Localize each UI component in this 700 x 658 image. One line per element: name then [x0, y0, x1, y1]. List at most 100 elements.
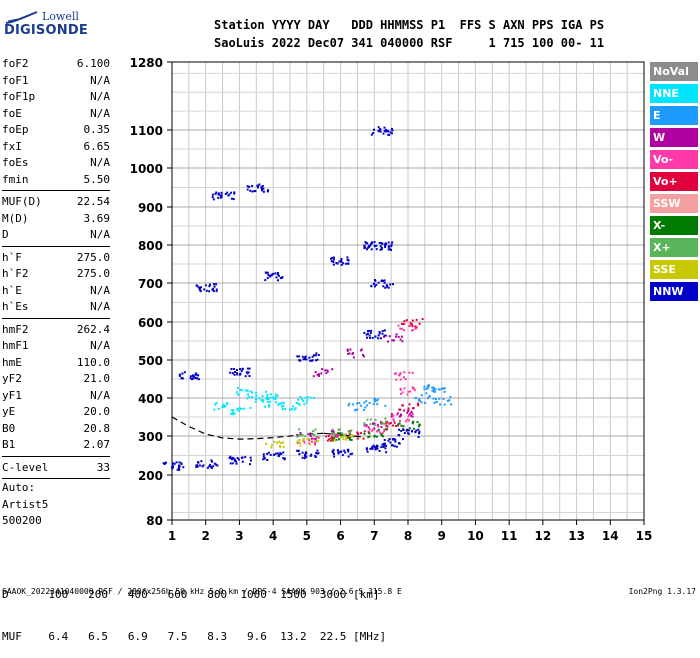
echo-point-w	[352, 356, 355, 359]
echo-point-e	[431, 389, 434, 392]
echo-point-nnw	[276, 272, 279, 274]
echo-point-nnw	[314, 456, 317, 458]
echo-point-sse	[302, 438, 305, 441]
echo-point-nnw	[224, 193, 227, 195]
echo-point-x	[339, 433, 342, 436]
echo-point-x	[331, 428, 334, 431]
echo-point-vo	[403, 371, 406, 374]
echo-point-vo	[385, 424, 388, 427]
echo-point-x	[374, 418, 377, 421]
echo-point-nnw	[304, 358, 306, 361]
logo-text-top: Lowell	[42, 10, 79, 23]
param-value: N/A	[90, 283, 110, 297]
echo-point-x	[363, 422, 366, 425]
x-tick-label: 2	[202, 529, 210, 543]
echo-point-x	[303, 435, 306, 438]
param-value: N/A	[90, 106, 110, 120]
y-tick-label: 1100	[130, 124, 163, 138]
echo-point-nnw	[390, 132, 393, 135]
echo-point-nnw	[385, 444, 388, 447]
echo-point-nnw	[311, 355, 314, 358]
echo-point-nnw	[386, 285, 389, 288]
echo-point-nnw	[180, 463, 183, 466]
echo-point-nnw	[377, 126, 380, 129]
echo-point-vo	[403, 323, 406, 325]
legend-item-noval: NoVal	[650, 62, 698, 81]
echo-point-nne	[233, 412, 236, 415]
echo-point-nnw	[244, 375, 247, 378]
x-tick-label: 12	[535, 529, 552, 543]
echo-point-nnw	[240, 370, 243, 373]
param-name: B0	[2, 421, 16, 435]
echo-point-nnw	[231, 462, 234, 465]
echo-point-nnw	[333, 455, 336, 458]
echo-point-vo	[403, 320, 406, 323]
echo-point-x	[348, 438, 351, 441]
echo-point-nnw	[189, 375, 192, 378]
echo-point-w	[326, 369, 329, 372]
echo-point-e	[438, 397, 441, 400]
echo-point-nnw	[239, 373, 241, 376]
echo-point-vo	[312, 437, 315, 440]
echo-point-nnw	[280, 277, 283, 279]
echo-point-nnw	[373, 285, 376, 288]
echo-point-x	[381, 421, 384, 424]
param-row-foE: foE N/A	[2, 106, 110, 123]
echo-point-nnw	[371, 336, 374, 339]
echo-point-nnw	[390, 245, 393, 248]
echo-point-nnw	[388, 438, 391, 440]
echo-point-w	[406, 411, 409, 414]
echo-point-x	[313, 434, 316, 437]
echo-point-nnw	[269, 453, 272, 456]
echo-point-e	[432, 388, 435, 391]
echo-point-nnw	[249, 189, 252, 192]
echo-point-w	[387, 340, 389, 343]
echo-point-sse	[273, 440, 276, 443]
echo-point-nnw	[402, 429, 405, 431]
echo-point-nnw	[366, 450, 369, 453]
echo-point-nnw	[384, 447, 387, 450]
echo-point-nnw	[363, 244, 366, 247]
echo-point-nnw	[171, 462, 174, 465]
echo-point-nnw	[282, 451, 285, 454]
param-row-yF2: yF2 21.0	[2, 371, 110, 388]
param-value: N/A	[90, 156, 110, 169]
echo-point-nnw	[378, 450, 381, 452]
param-row-hF2: h`F2 275.0	[2, 266, 110, 283]
echo-point-vo	[409, 322, 412, 325]
echo-point-nnw	[370, 241, 373, 244]
echo-point-nnw	[194, 377, 197, 379]
echo-point-nne	[262, 399, 264, 402]
echo-point-nnw	[378, 241, 381, 244]
echo-point-nne	[313, 397, 316, 399]
param-name: foEp	[2, 123, 29, 136]
echo-point-nnw	[347, 455, 350, 458]
echo-point-e	[365, 400, 368, 403]
echo-point-w	[362, 353, 364, 356]
echo-point-e	[366, 404, 368, 407]
echo-point-nnw	[211, 193, 214, 196]
echo-point-nnw	[384, 246, 387, 248]
param-row-MD: M(D) 3.69	[2, 211, 110, 228]
param-name: hmF2	[2, 322, 29, 336]
d-muf-table: D 100 200 400 600 800 1000 1500 3000 [km…	[2, 560, 386, 658]
echo-point-nne	[290, 408, 293, 411]
echo-point-x	[384, 420, 387, 423]
echo-point-sse	[270, 446, 273, 449]
echo-point-nnw	[316, 449, 319, 452]
echo-point-nne	[240, 408, 243, 410]
echo-point-vo	[421, 318, 424, 321]
echo-point-vo	[392, 414, 395, 417]
echo-point-nnw	[236, 372, 238, 375]
echo-point-vo	[413, 389, 416, 392]
echo-point-vo	[417, 402, 420, 405]
param-row-B0: B0 20.8	[2, 421, 110, 438]
echo-point-nne	[265, 390, 268, 393]
echo-point-vo	[411, 325, 414, 328]
echo-point-vo	[395, 378, 398, 381]
echo-point-nnw	[332, 261, 335, 263]
x-tick-label: 7	[370, 529, 378, 543]
echo-point-nnw	[195, 373, 198, 376]
echo-point-nnw	[387, 286, 390, 289]
echo-point-vo	[386, 421, 389, 423]
